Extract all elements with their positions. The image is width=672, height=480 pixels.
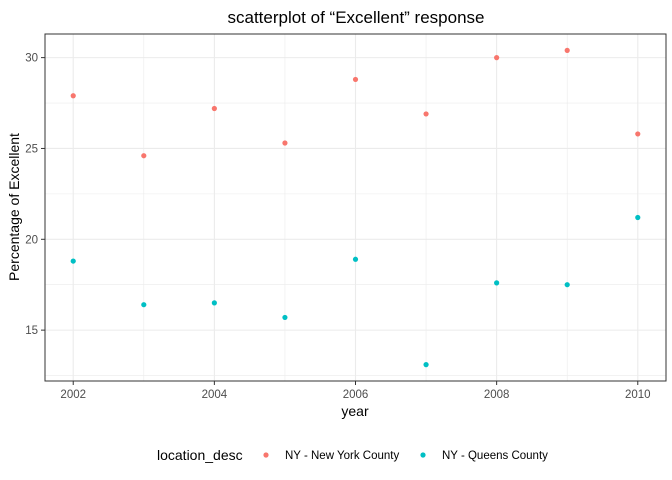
data-point-series-1 xyxy=(141,153,147,159)
data-point-series-1 xyxy=(352,76,359,83)
data-point-series-2 xyxy=(282,314,288,321)
legend-key-series-2 xyxy=(420,452,426,458)
data-point-series-2 xyxy=(141,302,147,308)
data-point-series-1 xyxy=(282,140,288,146)
y-axis-title: Percentage of Excellent xyxy=(6,133,22,281)
legend-items: NY - New York County NY - Queens County xyxy=(263,450,548,462)
data-point-series-2 xyxy=(70,258,76,264)
x-axis-title: year xyxy=(341,403,369,419)
data-point-series-1 xyxy=(635,131,641,137)
legend-label-series-1: NY - New York County xyxy=(285,450,399,462)
y-tick-label: 30 xyxy=(25,53,38,65)
data-point-series-2 xyxy=(494,280,500,286)
y-tick-label: 25 xyxy=(25,143,38,155)
grid-lines xyxy=(45,34,666,381)
data-point-series-1 xyxy=(494,55,500,61)
data-point-series-1 xyxy=(211,105,217,112)
legend: location_desc NY - New York County NY - Q… xyxy=(157,447,548,463)
data-point-series-2 xyxy=(564,282,570,288)
data-point-series-2 xyxy=(211,300,217,306)
data-point-series-2 xyxy=(352,256,359,262)
y-tick-label: 20 xyxy=(25,234,38,246)
x-tick-label: 2004 xyxy=(202,389,228,401)
axis-ticks: 2002 2004 2006 2008 2010 15 20 25 30 xyxy=(25,53,650,401)
y-tick-label: 15 xyxy=(25,325,38,337)
data-point-series-2 xyxy=(635,214,641,221)
x-tick-label: 2010 xyxy=(625,389,651,401)
data-point-series-2 xyxy=(423,362,429,368)
legend-key-series-1 xyxy=(263,452,269,458)
data-point-series-1 xyxy=(70,93,76,99)
data-point-series-1 xyxy=(564,47,570,53)
x-tick-label: 2006 xyxy=(343,389,369,401)
legend-label-series-2: NY - Queens County xyxy=(442,450,548,462)
legend-title: location_desc xyxy=(157,447,243,463)
data-point-series-1 xyxy=(423,111,429,117)
data-points xyxy=(70,47,641,368)
x-tick-label: 2008 xyxy=(484,389,510,401)
x-tick-label: 2002 xyxy=(60,389,86,401)
chart-title: scatterplot of “Excellent” response xyxy=(227,8,484,27)
